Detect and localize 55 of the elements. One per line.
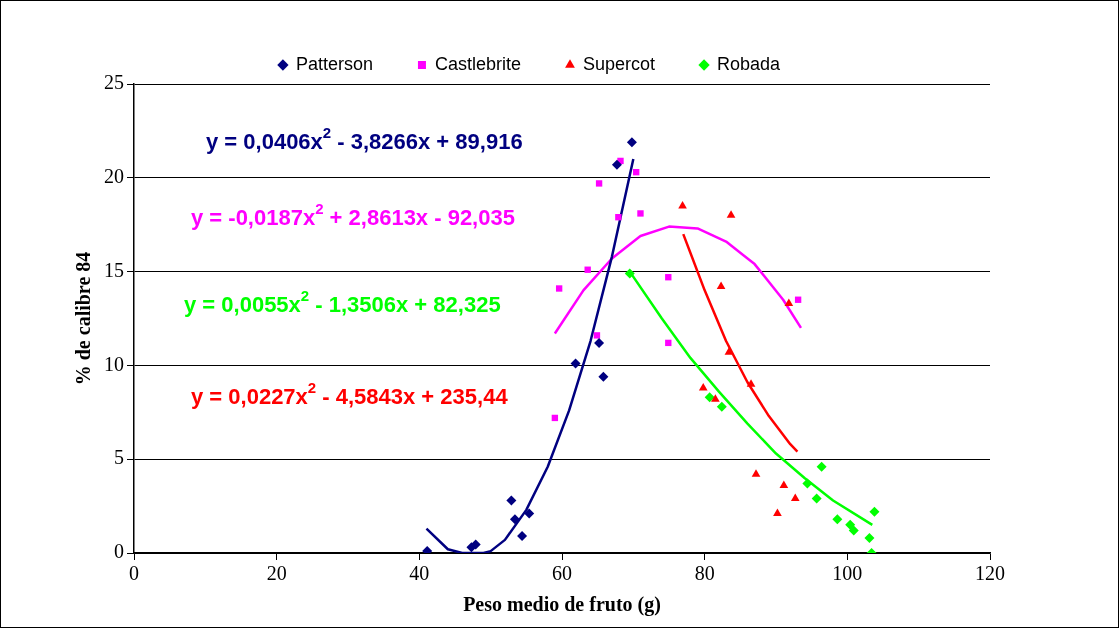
point — [626, 137, 637, 148]
y-tick-label: 20 — [104, 165, 124, 188]
legend-label: Robada — [717, 53, 782, 74]
point — [716, 401, 727, 412]
point — [678, 200, 687, 209]
x-tick-label: 20 — [266, 562, 287, 585]
y-tick-label: 15 — [104, 258, 124, 281]
point — [611, 159, 622, 170]
point — [716, 281, 726, 290]
y-tick-label: 10 — [104, 352, 124, 375]
point — [726, 210, 736, 218]
x-tick-label: 0 — [129, 562, 139, 585]
x-axis-title: Peso medio de fruto (g) — [463, 593, 661, 617]
point — [517, 531, 528, 542]
point — [615, 214, 622, 221]
point — [698, 382, 708, 391]
legend-label: Patterson — [295, 53, 373, 74]
point — [811, 493, 822, 504]
point — [637, 210, 644, 217]
point — [598, 371, 609, 382]
point — [773, 508, 782, 517]
y-tick-label: 5 — [114, 446, 124, 469]
x-tick-label: 60 — [552, 562, 572, 585]
point — [779, 480, 789, 488]
point — [624, 268, 635, 279]
point — [584, 266, 591, 273]
point — [593, 332, 601, 339]
x-tick-label: 40 — [409, 562, 430, 585]
point — [594, 337, 605, 348]
x-tick-label: 100 — [832, 562, 863, 585]
x-tick-label: 80 — [694, 562, 715, 585]
point — [570, 358, 581, 369]
point — [845, 519, 856, 530]
point — [595, 180, 603, 187]
point — [864, 532, 875, 543]
point — [784, 298, 794, 306]
y-tick-label: 25 — [104, 71, 124, 94]
point — [790, 493, 800, 502]
point — [555, 285, 563, 292]
x-tick-label: 120 — [975, 562, 1005, 585]
point — [746, 379, 756, 387]
point — [524, 508, 535, 519]
point — [869, 506, 880, 517]
y-axis-title: % de calibre 84 — [72, 251, 95, 386]
legend-label: Castlebrite — [434, 53, 521, 74]
legend-label: Supercot — [582, 53, 656, 74]
y-tick-label: 0 — [114, 540, 124, 563]
point — [751, 469, 761, 477]
point — [711, 394, 720, 402]
point — [509, 514, 520, 525]
point — [848, 525, 859, 536]
point — [816, 461, 827, 472]
point — [506, 495, 517, 506]
point — [832, 514, 843, 525]
point — [704, 392, 715, 403]
